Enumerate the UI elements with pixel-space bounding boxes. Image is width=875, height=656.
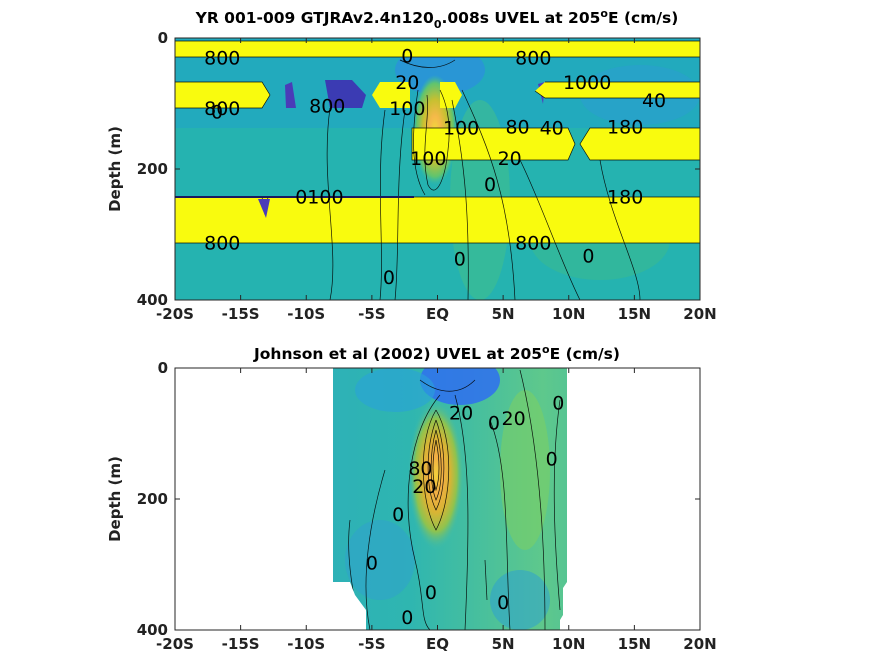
contour-label: 0 [454, 249, 466, 271]
contour-label: 100 [410, 148, 446, 170]
x-tick-label: -5S [358, 305, 385, 323]
x-tick-label: 10N [552, 635, 585, 653]
x-tick-label: EQ [426, 635, 449, 653]
x-tick-label: 15N [618, 635, 651, 653]
bottom-y-axis-label: Depth (m) [106, 456, 124, 542]
contour-label: 0100 [295, 187, 343, 209]
contour-label: 800 [204, 232, 240, 254]
contour-label: 0 [552, 393, 564, 415]
x-tick-label: 20N [683, 305, 716, 323]
x-tick-label: -15S [222, 305, 260, 323]
x-tick-label: -20S [156, 635, 194, 653]
y-tick-label: 400 [137, 621, 168, 639]
contour-label: 20 [412, 476, 436, 498]
contour-label: 800 [515, 48, 551, 70]
y-tick-label: 0 [158, 359, 168, 377]
contour-label: 800 [515, 232, 551, 254]
contour-label: 80 [505, 116, 529, 138]
contour-label: 1000 [563, 72, 611, 94]
contour-label: 40 [642, 90, 666, 112]
bottom-contour-field [333, 368, 567, 630]
contour-label: 0 [401, 607, 413, 629]
contour-label: 800 [204, 48, 240, 70]
contour-label: 0 [497, 592, 509, 614]
bottom-chart-title: Johnson et al (2002) UVEL at 205oE (cm/s… [253, 343, 620, 363]
x-tick-label: 10N [552, 305, 585, 323]
x-tick-label: -20S [156, 305, 194, 323]
contour-label: 0 [425, 582, 437, 604]
contour-label: 0 [546, 448, 558, 470]
contour-label: 0 [488, 412, 500, 434]
top-y-axis-label: Depth (m) [106, 126, 124, 212]
x-tick-label: 20N [683, 635, 716, 653]
contour-label: 800 [309, 95, 345, 117]
contour-label: 20 [502, 408, 526, 430]
y-tick-label: 200 [137, 490, 168, 508]
contour-label: 40 [540, 118, 564, 140]
x-tick-label: -10S [287, 635, 325, 653]
top-contour-field [175, 38, 700, 300]
y-tick-label: 0 [158, 29, 168, 47]
contour-label: 80 [408, 458, 432, 480]
contour-label: 100 [389, 98, 425, 120]
contour-label: 100 [443, 118, 479, 140]
contour-label: 0 [383, 267, 395, 289]
contour-label: 0 [392, 504, 404, 526]
x-tick-label: -15S [222, 635, 260, 653]
contour-label: 0 [211, 101, 223, 123]
x-tick-label: -10S [287, 305, 325, 323]
contour-label: 800 [204, 98, 240, 120]
saturation-band [175, 41, 700, 57]
y-tick-label: 200 [137, 160, 168, 178]
top-chart-title: YR 001-009 GTJRAv2.4n1200.008s UVEL at 2… [195, 7, 679, 31]
contour-label: 20 [449, 403, 473, 425]
x-tick-label: 5N [492, 305, 515, 323]
contour-label: 20 [395, 72, 419, 94]
contour-label: 0 [366, 553, 378, 575]
contour-label: 20 [498, 148, 522, 170]
contour-label: 0 [582, 245, 594, 267]
x-tick-label: -5S [358, 635, 385, 653]
saturation-band [175, 82, 270, 108]
contour-label: 0 [484, 174, 496, 196]
contour-label: 180 [607, 187, 643, 209]
contour-label: 0 [401, 46, 413, 68]
x-tick-label: EQ [426, 305, 449, 323]
x-tick-label: 15N [618, 305, 651, 323]
y-tick-label: 400 [137, 291, 168, 309]
contour-label: 180 [607, 116, 643, 138]
x-tick-label: 5N [492, 635, 515, 653]
